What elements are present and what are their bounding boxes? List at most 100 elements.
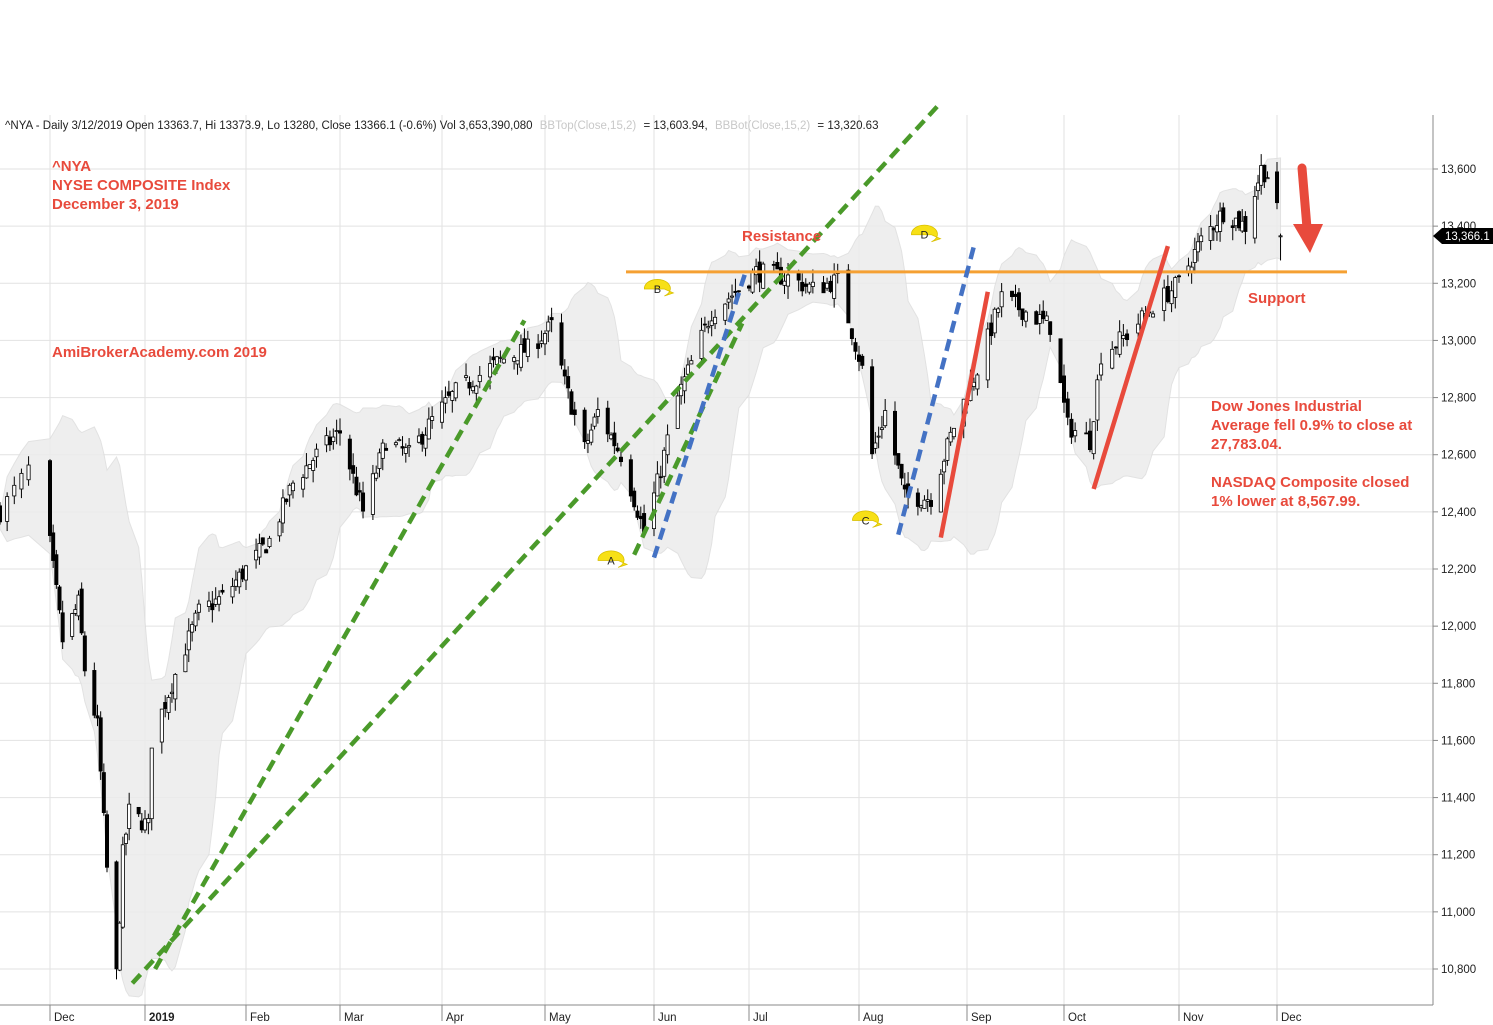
y-tick-label: 11,000 <box>1441 907 1475 919</box>
blue-trend-line <box>896 245 977 536</box>
candle <box>853 337 858 360</box>
candle-body <box>1016 292 1021 311</box>
candle <box>655 461 660 497</box>
candle-body <box>615 447 620 452</box>
candle <box>290 480 295 499</box>
candle-body <box>585 440 590 444</box>
candle-body <box>782 280 787 286</box>
trend-lines <box>130 104 1171 985</box>
candle-body <box>213 598 218 605</box>
candle <box>569 389 574 415</box>
candle-body <box>464 375 469 378</box>
candle <box>1177 274 1182 283</box>
candle-body <box>1195 241 1200 253</box>
candle <box>675 391 680 429</box>
x-tick-label: Dec <box>1281 1012 1302 1024</box>
candle-body <box>1278 235 1283 238</box>
candle-body <box>26 464 31 481</box>
candle <box>1099 352 1104 381</box>
bb-bot-label: BBBot(Close,15,2) <box>715 120 810 132</box>
candle <box>536 334 541 359</box>
candle <box>893 401 898 465</box>
candle-body <box>925 499 930 502</box>
candle-body <box>566 376 571 389</box>
candle <box>525 330 530 363</box>
candle <box>101 763 106 816</box>
bb-top-value: = 13,603.94, <box>643 120 707 132</box>
candle <box>996 306 1001 318</box>
candle-body <box>1259 165 1264 186</box>
candle-body <box>284 498 289 503</box>
candle <box>951 427 956 440</box>
y-tick-label: 12,400 <box>1441 507 1476 519</box>
candle-body <box>609 434 614 440</box>
candle-body <box>853 342 858 352</box>
candle <box>237 568 242 594</box>
candle-body <box>870 366 875 455</box>
candle <box>873 432 878 454</box>
candle <box>549 307 554 333</box>
x-tick-label: Apr <box>446 1012 464 1024</box>
marker-label: D <box>920 230 928 242</box>
candle-body <box>488 363 493 378</box>
candle-body <box>105 814 110 868</box>
resistance-label: Resistance <box>742 228 821 245</box>
candle <box>384 443 389 451</box>
candle <box>1275 161 1280 210</box>
candle <box>985 322 990 389</box>
candle <box>615 442 620 453</box>
candle <box>562 359 567 385</box>
y-tick-label: 12,600 <box>1441 450 1476 462</box>
candle <box>70 612 75 640</box>
candle <box>883 399 888 429</box>
candle-body <box>675 395 680 429</box>
marker-d: D <box>911 224 942 243</box>
candle-body <box>1162 287 1167 311</box>
candle-body <box>915 492 920 507</box>
candle-body <box>173 673 178 700</box>
candle-body <box>491 356 496 361</box>
candle <box>1237 210 1242 231</box>
candle <box>665 424 670 464</box>
candle <box>689 355 694 365</box>
marker-bubble <box>597 550 629 568</box>
candle-body <box>1041 310 1046 320</box>
bb-top-label: BBTop(Close,15,2) <box>540 120 637 132</box>
candle-body <box>159 708 164 743</box>
marker-c: C <box>852 510 883 528</box>
candle <box>1262 164 1267 188</box>
y-tick-label: 13,600 <box>1441 164 1476 176</box>
candle-body <box>142 818 147 831</box>
candle-body <box>1062 375 1067 403</box>
candle-body <box>446 391 451 396</box>
candle-body <box>1020 308 1025 320</box>
candle-body <box>879 427 884 430</box>
candle-body <box>210 603 215 611</box>
candle-body <box>929 500 934 507</box>
candle <box>870 359 875 460</box>
candle <box>546 315 551 343</box>
candle <box>699 317 704 363</box>
candle-body <box>240 568 245 580</box>
candle <box>1034 310 1039 325</box>
candle-body <box>1173 277 1178 298</box>
candle <box>142 810 147 834</box>
candle-body <box>922 499 927 509</box>
candle <box>559 313 564 370</box>
candle <box>702 316 707 333</box>
candle-body <box>1091 421 1096 455</box>
candle-body <box>1243 216 1248 232</box>
candle <box>1041 300 1046 324</box>
candle-body <box>1165 286 1170 303</box>
candle-body <box>821 282 826 294</box>
candle <box>1162 279 1167 322</box>
candle-body <box>1125 333 1130 341</box>
candle <box>635 505 640 520</box>
candle-body <box>562 369 567 377</box>
x-tick-label: 2019 <box>149 1012 175 1024</box>
candle <box>190 621 195 642</box>
candle-body <box>522 338 527 353</box>
candle-body <box>1048 321 1053 335</box>
candle <box>95 704 100 727</box>
candle-body <box>311 460 316 471</box>
